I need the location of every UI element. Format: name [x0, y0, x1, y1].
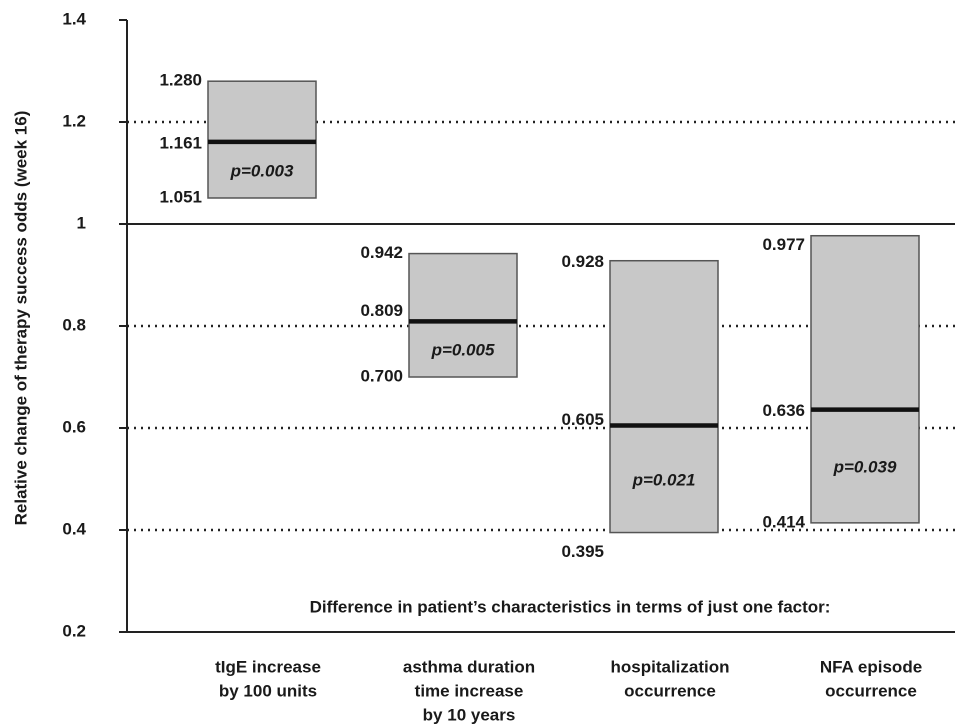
- x-tick-label: by 100 units: [219, 681, 317, 700]
- x-tick-label: tIgE increase: [215, 657, 321, 676]
- p-value: p=0.005: [431, 341, 495, 360]
- x-tick-label: occurrence: [624, 681, 716, 700]
- y-tick-label: 1: [77, 213, 86, 232]
- x-axis-title: Difference in patient’s characteristics …: [310, 597, 831, 616]
- p-value: p=0.003: [230, 161, 294, 180]
- estimate-label: 1.161: [159, 133, 202, 152]
- x-tick-label: asthma duration: [403, 657, 535, 676]
- high-label: 0.928: [561, 252, 604, 271]
- y-tick-label: 0.2: [62, 621, 86, 640]
- high-label: 1.280: [159, 71, 202, 90]
- x-tick-label: NFA episode: [820, 657, 922, 676]
- estimate-label: 0.809: [360, 301, 403, 320]
- y-tick-label: 1.2: [62, 111, 86, 130]
- low-label: 0.395: [561, 542, 604, 561]
- y-tick-label: 0.6: [62, 417, 86, 436]
- estimate-label: 0.605: [561, 410, 604, 429]
- x-tick-label: by 10 years: [423, 705, 516, 724]
- low-label: 0.700: [360, 366, 403, 385]
- range-box: [207, 80, 317, 199]
- range-box: [609, 259, 719, 534]
- x-tick-label: occurrence: [825, 681, 917, 700]
- p-value: p=0.039: [833, 458, 897, 477]
- range-box: [408, 252, 518, 378]
- range-box: [810, 234, 920, 524]
- high-label: 0.977: [762, 235, 805, 254]
- high-label: 0.942: [360, 243, 403, 262]
- low-label: 0.414: [762, 512, 805, 531]
- estimate-label: 0.636: [762, 401, 805, 420]
- low-label: 1.051: [159, 187, 202, 206]
- x-tick-label: hospitalization: [611, 657, 730, 676]
- x-tick-label: time increase: [415, 681, 524, 700]
- y-axis-title: Relative change of therapy success odds …: [11, 111, 30, 526]
- y-tick-label: 0.4: [62, 519, 86, 538]
- y-tick-label: 0.8: [62, 315, 86, 334]
- y-tick-label: 1.4: [62, 9, 86, 28]
- p-value: p=0.021: [632, 470, 696, 489]
